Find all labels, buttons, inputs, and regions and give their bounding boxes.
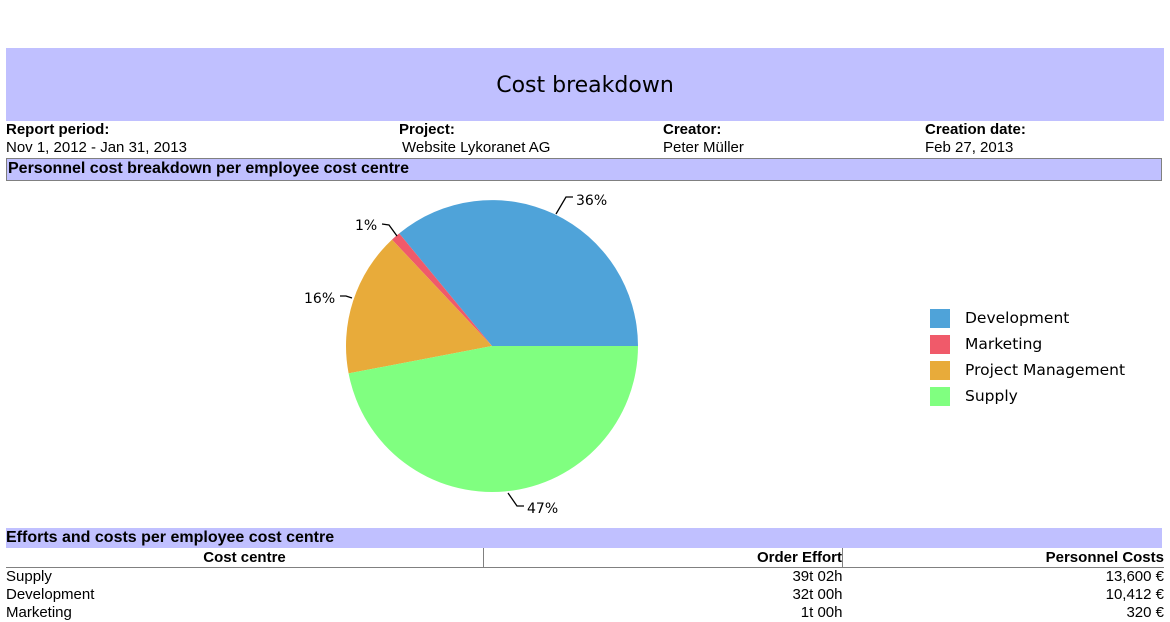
- legend-swatch: [930, 334, 950, 354]
- cell-order-effort: 39t 02h: [792, 568, 843, 585]
- cell-cost-centre: Marketing: [6, 604, 72, 621]
- column-header-cost-centre: Cost centre: [6, 548, 484, 568]
- legend-label: Project Management: [965, 361, 1126, 379]
- table-row: Marketing 1t 00h 320 €: [6, 604, 1164, 622]
- meta-value: Nov 1, 2012 - Jan 31, 2013: [6, 139, 187, 156]
- meta-creator: Creator: Peter Müller: [663, 121, 744, 157]
- pie-label-marketing: 1%: [355, 218, 377, 234]
- meta-creation-date: Creation date: Feb 27, 2013: [925, 121, 1026, 157]
- meta-value: Peter Müller: [663, 139, 744, 156]
- legend-item-development: Development: [930, 305, 1125, 331]
- legend-swatch: [930, 308, 950, 328]
- cell-order-effort: 1t 00h: [800, 604, 843, 621]
- costs-table: Cost centre Order Effort Personnel Costs…: [6, 548, 1164, 622]
- table-section-heading: Efforts and costs per employee cost cent…: [6, 528, 1162, 548]
- meta-project: Project: Website Lykoranet AG: [399, 121, 550, 157]
- pie-label-development: 36%: [576, 193, 607, 209]
- meta-label: Creator:: [663, 121, 722, 138]
- legend-item-marketing: Marketing: [930, 331, 1125, 357]
- meta-value: Website Lykoranet AG: [402, 139, 551, 156]
- cell-cost-centre: Supply: [6, 568, 52, 585]
- pie-slice-supply: [348, 346, 638, 492]
- cell-personnel-costs: 13,600 €: [1105, 568, 1164, 585]
- pie-slice-marketing: [392, 233, 492, 346]
- table-row: Development 32t 00h 10,412 €: [6, 586, 1164, 604]
- legend-item-project-management: Project Management: [930, 357, 1125, 383]
- meta-value: Feb 27, 2013: [925, 139, 1014, 156]
- table-header-row: Cost centre Order Effort Personnel Costs: [6, 548, 1164, 568]
- legend-swatch: [930, 386, 950, 406]
- legend-item-supply: Supply: [930, 383, 1125, 409]
- legend-label: Marketing: [965, 335, 1043, 353]
- report-title-band: Cost breakdown: [6, 48, 1164, 121]
- legend-label: Development: [965, 309, 1070, 327]
- column-header-personnel-costs: Personnel Costs: [842, 548, 1164, 568]
- cell-cost-centre: Development: [6, 586, 95, 603]
- cell-personnel-costs: 10,412 €: [1105, 586, 1164, 603]
- meta-label: Creation date:: [925, 121, 1026, 138]
- report-title: Cost breakdown: [496, 73, 674, 98]
- pie-chart: 36% 1% 16% 47%: [304, 193, 638, 517]
- column-header-order-effort: Order Effort: [483, 548, 843, 568]
- legend-label: Supply: [965, 387, 1018, 405]
- chart-legend: Development Marketing Project Management…: [930, 305, 1125, 409]
- pie-slice-development: [399, 200, 638, 346]
- pie-label-supply: 47%: [527, 501, 558, 517]
- table-row: Supply 39t 02h 13,600 €: [6, 568, 1164, 587]
- meta-report-period: Report period: Nov 1, 2012 - Jan 31, 201…: [6, 121, 187, 157]
- pie-label-project-management: 16%: [304, 291, 335, 307]
- meta-label: Report period:: [6, 121, 110, 138]
- pie-slice-project-management: [346, 239, 492, 374]
- cell-personnel-costs: 320 €: [1126, 604, 1164, 621]
- cell-order-effort: 32t 00h: [792, 586, 843, 603]
- legend-swatch: [930, 360, 950, 380]
- meta-label: Project:: [399, 121, 455, 138]
- chart-section-heading: Personnel cost breakdown per employee co…: [6, 158, 1162, 181]
